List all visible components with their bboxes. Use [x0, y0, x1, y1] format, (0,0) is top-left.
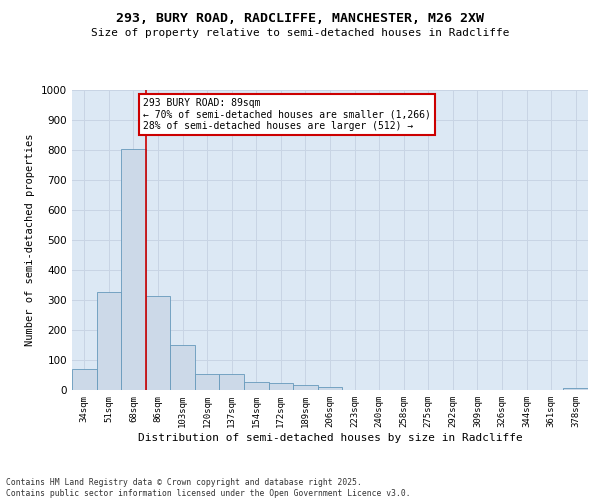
X-axis label: Distribution of semi-detached houses by size in Radcliffe: Distribution of semi-detached houses by …: [137, 432, 523, 442]
Bar: [146, 296, 170, 390]
Bar: [293, 385, 318, 390]
Bar: [195, 374, 220, 390]
Bar: [563, 388, 588, 390]
Bar: [72, 369, 97, 390]
Text: 293 BURY ROAD: 89sqm
← 70% of semi-detached houses are smaller (1,266)
28% of se: 293 BURY ROAD: 89sqm ← 70% of semi-detac…: [143, 98, 431, 130]
Text: Contains HM Land Registry data © Crown copyright and database right 2025.
Contai: Contains HM Land Registry data © Crown c…: [6, 478, 410, 498]
Text: 293, BURY ROAD, RADCLIFFE, MANCHESTER, M26 2XW: 293, BURY ROAD, RADCLIFFE, MANCHESTER, M…: [116, 12, 484, 26]
Bar: [318, 386, 342, 390]
Bar: [97, 292, 121, 390]
Bar: [220, 374, 244, 390]
Bar: [170, 345, 195, 390]
Bar: [269, 384, 293, 390]
Text: Size of property relative to semi-detached houses in Radcliffe: Size of property relative to semi-detach…: [91, 28, 509, 38]
Bar: [121, 148, 146, 390]
Bar: [244, 382, 269, 390]
Y-axis label: Number of semi-detached properties: Number of semi-detached properties: [25, 134, 35, 346]
